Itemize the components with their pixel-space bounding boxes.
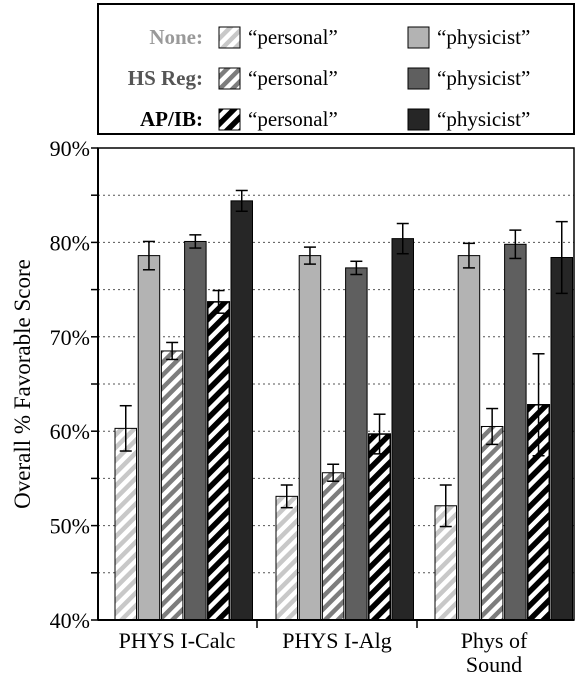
legend-swatch-personal — [218, 26, 241, 49]
bar — [207, 301, 230, 621]
bar — [345, 267, 368, 621]
plot-area: 40% 50% 60% 70% 80% 90% PHYS I-Calc PHYS I-Alg… — [50, 136, 575, 677]
y-tick-label: 40% — [50, 608, 90, 633]
legend-label-physicist: “physicist” — [437, 25, 530, 49]
legend-swatch-personal — [218, 67, 241, 90]
y-tick-label: 90% — [50, 136, 90, 161]
bar — [480, 425, 504, 621]
y-axis-ticks: 40% 50% 60% 70% 80% 90% — [50, 136, 98, 633]
legend-swatch-physicist — [407, 26, 430, 49]
x-tick-label: PHYS I-Calc — [119, 628, 236, 653]
legend-group-label: HS Reg: — [128, 66, 203, 90]
bar — [160, 350, 184, 621]
bar — [230, 200, 253, 621]
x-tick-label: PHYS I-Alg — [282, 628, 391, 653]
bar — [368, 433, 391, 621]
legend-label-physicist: “physicist” — [437, 66, 530, 90]
legend: None: “personal” “physicist” HS Reg: “person… — [97, 3, 575, 135]
legend-swatch-personal — [218, 108, 241, 131]
bar — [321, 472, 345, 621]
legend-swatch-physicist — [407, 108, 430, 131]
bar — [184, 240, 207, 621]
bar — [298, 255, 322, 621]
bar — [391, 238, 414, 621]
legend-swatch-physicist — [407, 67, 430, 90]
y-axis-label: Overall % Favorable Score — [10, 259, 35, 509]
bar — [457, 255, 481, 621]
bars — [114, 200, 573, 621]
legend-group-label: None: — [149, 25, 203, 49]
bar — [504, 243, 527, 621]
y-tick-label: 70% — [50, 325, 90, 350]
legend-label-personal: “personal” — [248, 66, 338, 90]
bar — [550, 257, 573, 621]
bar — [114, 427, 137, 621]
error-bars — [119, 189, 568, 528]
y-tick-label: 80% — [50, 230, 90, 255]
legend-group-label: AP/IB: — [140, 107, 203, 131]
x-axis-ticks: PHYS I-Calc PHYS I-Alg Phys of Sound — [119, 620, 528, 677]
y-tick-label: 60% — [50, 419, 90, 444]
y-tick-label: 50% — [50, 514, 90, 539]
bar — [275, 495, 298, 621]
legend-label-physicist: “physicist” — [437, 107, 530, 131]
bar — [137, 255, 161, 621]
legend-label-personal: “personal” — [248, 25, 338, 49]
legend-frame — [97, 3, 575, 135]
legend-label-personal: “personal” — [248, 107, 338, 131]
x-tick-label: Phys of Sound — [461, 628, 528, 677]
